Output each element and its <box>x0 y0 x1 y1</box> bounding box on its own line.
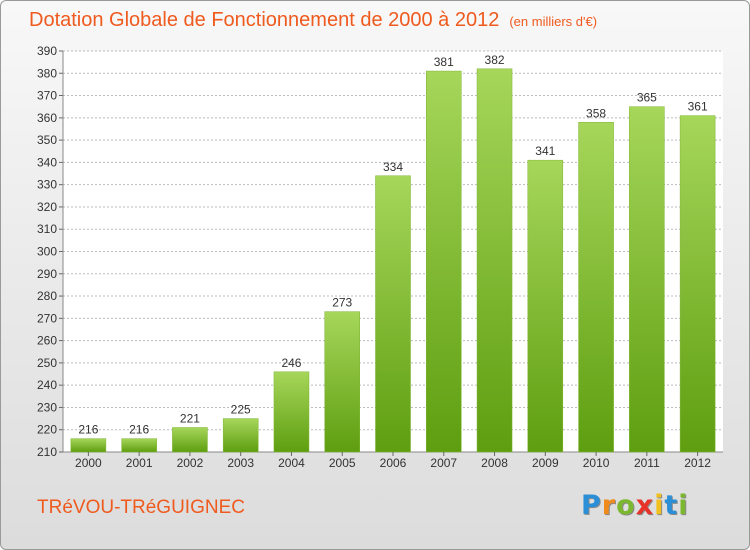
bar-value-label: 382 <box>485 53 505 67</box>
bar-value-label: 216 <box>78 423 98 437</box>
chart-title: Dotation Globale de Fonctionnement de 20… <box>29 9 597 32</box>
y-tick-label: 250 <box>37 356 57 370</box>
logo-letter: i <box>654 490 665 521</box>
bar <box>476 68 513 453</box>
y-tick-label: 220 <box>37 423 57 437</box>
bar-value-label: 216 <box>129 423 149 437</box>
logo-letter: r <box>601 490 617 521</box>
y-tick-label: 390 <box>37 44 57 58</box>
y-tick-label: 360 <box>37 111 57 125</box>
bar-value-label: 334 <box>383 160 403 174</box>
x-tick-label: 2007 <box>430 456 457 470</box>
y-tick-label: 350 <box>37 133 57 147</box>
y-tick-label: 240 <box>37 378 57 392</box>
bar-value-label: 365 <box>637 91 657 105</box>
y-tick-label: 230 <box>37 400 57 414</box>
y-tick-label: 260 <box>37 334 57 348</box>
bar <box>375 175 411 453</box>
x-tick-label: 2002 <box>177 456 204 470</box>
x-tick-label: 2004 <box>278 456 305 470</box>
y-tick-label: 380 <box>37 66 57 80</box>
x-tick-label: 2009 <box>532 456 559 470</box>
y-tick-label: 290 <box>37 267 57 281</box>
bar-value-label: 358 <box>586 106 606 120</box>
bar <box>426 70 462 453</box>
x-tick-label: 2011 <box>634 456 660 470</box>
y-tick-label: 340 <box>37 155 57 169</box>
bar <box>172 427 208 453</box>
logo-letter: t <box>664 490 679 521</box>
logo-letter: P <box>581 490 602 521</box>
y-tick-label: 280 <box>37 289 57 303</box>
commune-name: TRéVOU-TRéGUIGNEC <box>37 497 245 518</box>
y-tick-label: 210 <box>37 445 57 459</box>
bar <box>578 122 614 453</box>
x-tick-label: 2012 <box>684 456 711 470</box>
x-tick-label: 2006 <box>380 456 407 470</box>
bar-value-label: 225 <box>231 403 251 417</box>
y-tick-label: 370 <box>37 89 57 103</box>
bar-value-label: 381 <box>434 55 454 69</box>
bar-value-label: 361 <box>688 100 708 114</box>
bar <box>324 311 360 453</box>
y-tick-label: 270 <box>37 311 57 325</box>
x-tick-label: 2001 <box>126 456 153 470</box>
x-tick-label: 2000 <box>75 456 102 470</box>
bar-value-label: 246 <box>281 356 301 370</box>
logo-letter: i <box>678 490 689 521</box>
x-tick-label: 2010 <box>583 456 610 470</box>
bar <box>273 371 310 453</box>
bar-value-label: 341 <box>535 144 555 158</box>
bar <box>679 115 716 453</box>
title-text: Dotation Globale de Fonctionnement de 20… <box>29 9 500 31</box>
bar <box>121 438 157 453</box>
bar <box>527 159 564 453</box>
x-tick-label: 2008 <box>481 456 508 470</box>
y-tick-label: 320 <box>37 200 57 214</box>
proxiti-logo: Proxiti <box>581 490 689 521</box>
logo-letter: x <box>635 490 655 521</box>
x-tick-label: 2005 <box>329 456 356 470</box>
logo-letter: o <box>616 490 636 521</box>
bar <box>629 106 665 453</box>
chart-subtitle: (en milliers d'€) <box>509 14 598 29</box>
bar-value-label: 221 <box>180 411 200 425</box>
y-tick-label: 310 <box>37 222 57 236</box>
y-tick-label: 300 <box>37 245 57 259</box>
x-tick-label: 2003 <box>227 456 254 470</box>
bar <box>70 438 107 453</box>
y-tick-label: 330 <box>37 178 57 192</box>
bar <box>222 418 259 453</box>
bar-value-label: 273 <box>332 296 352 310</box>
